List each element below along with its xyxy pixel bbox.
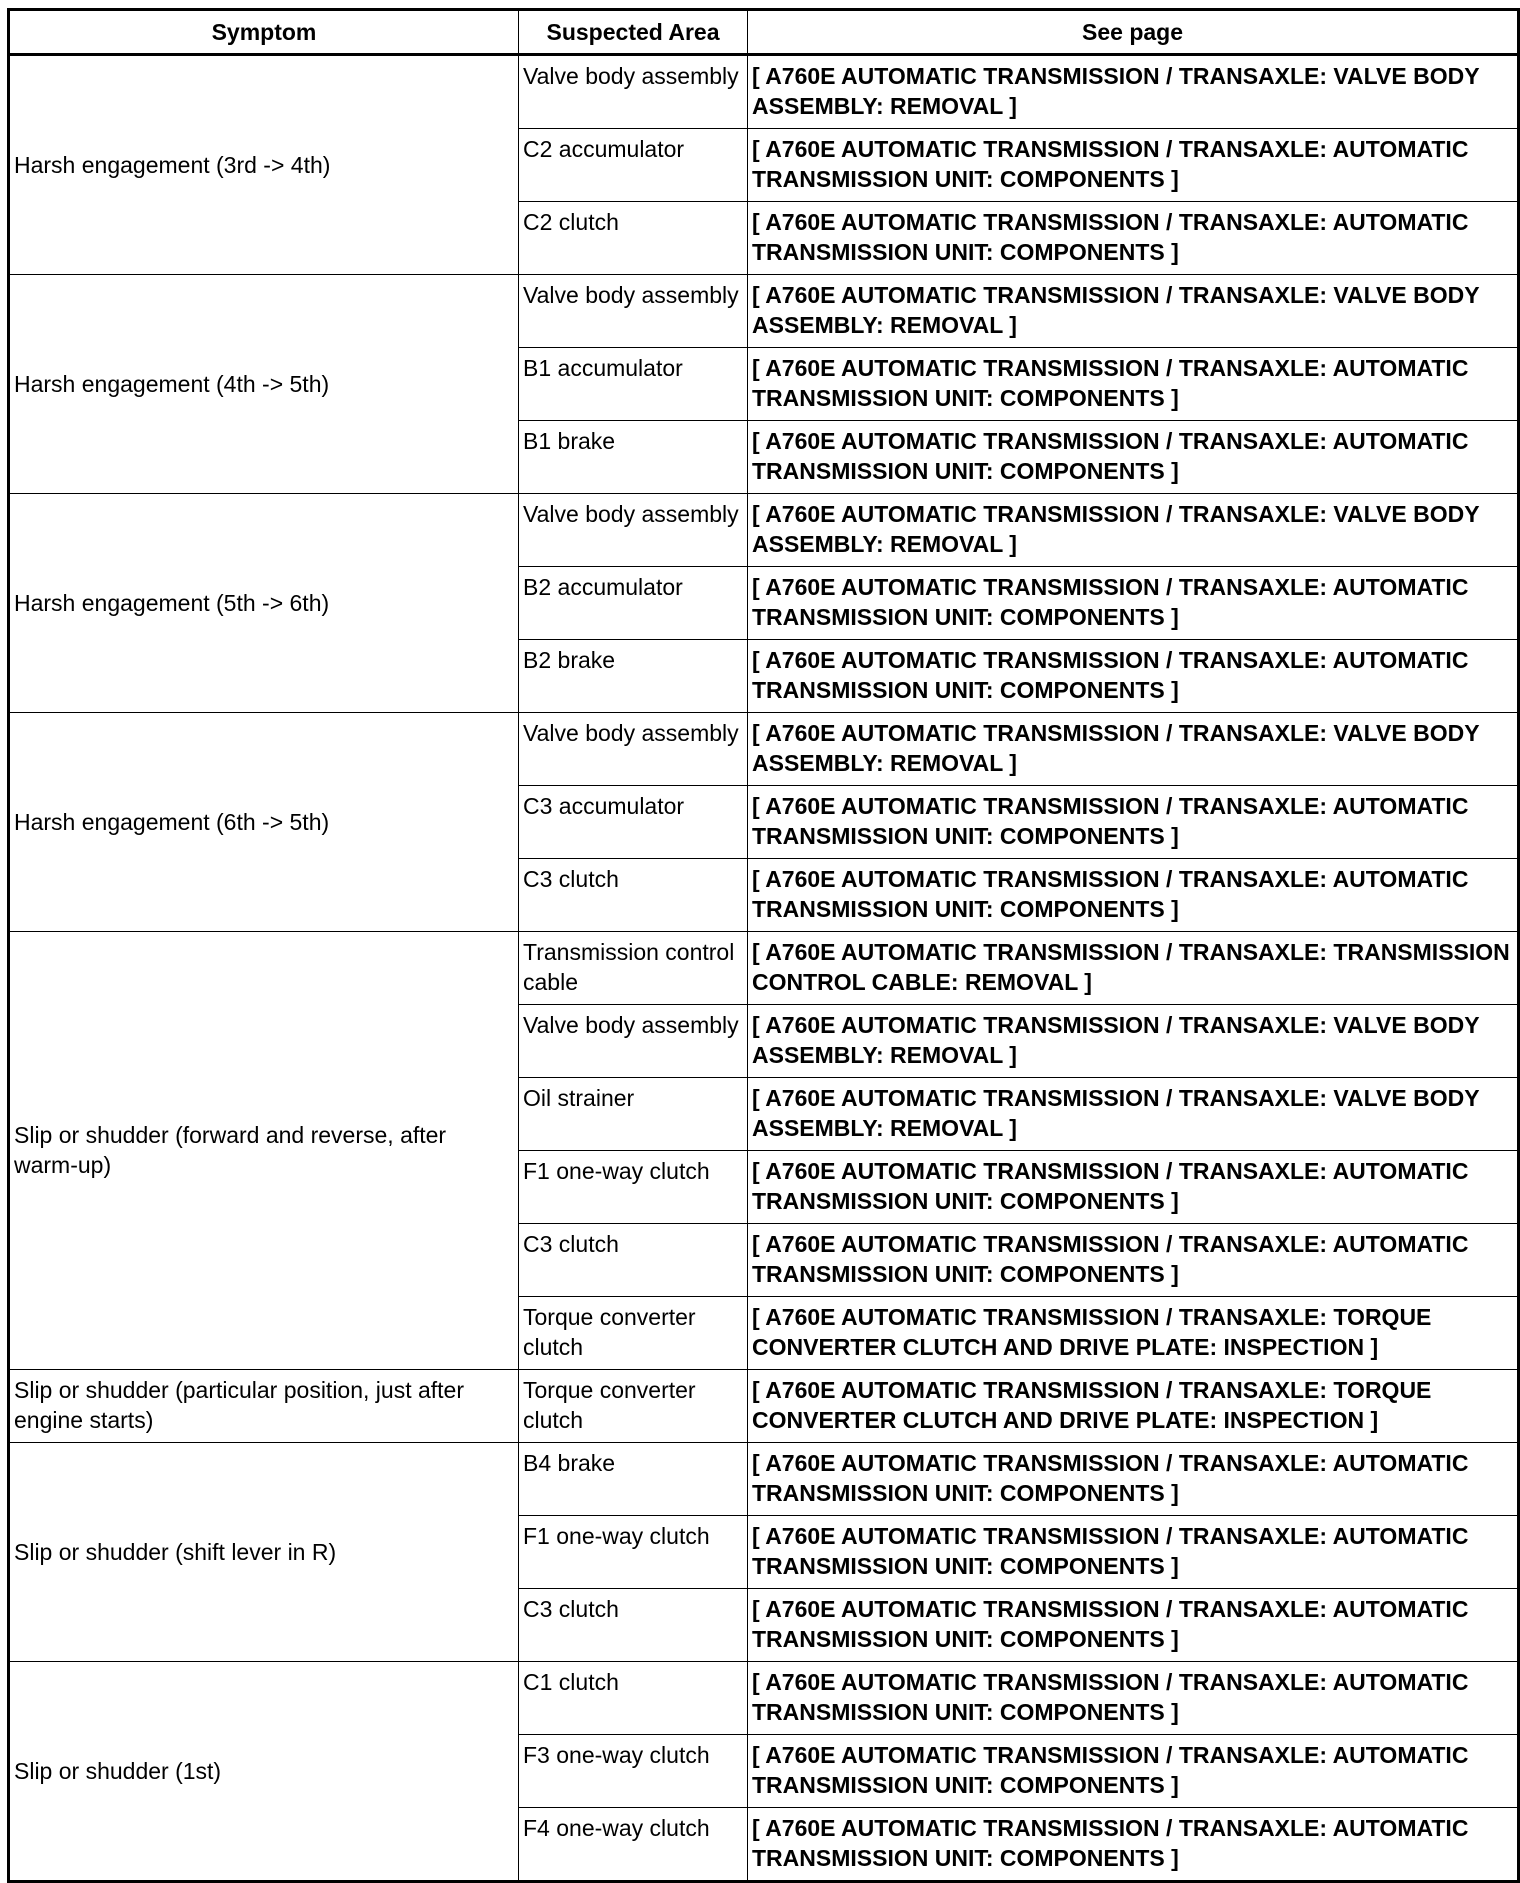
see-page-link[interactable]: [ A760E AUTOMATIC TRANSMISSION / TRANSAX…	[747, 566, 1519, 640]
suspected-area-cell: Torque converter clutch	[518, 1296, 748, 1370]
suspected-area-cell: Oil strainer	[518, 1077, 748, 1151]
see-page-link[interactable]: [ A760E AUTOMATIC TRANSMISSION / TRANSAX…	[747, 347, 1519, 421]
see-page-link[interactable]: [ A760E AUTOMATIC TRANSMISSION / TRANSAX…	[747, 639, 1519, 713]
suspected-area-cell: B1 accumulator	[518, 347, 748, 421]
symptom-cell: Harsh engagement (4th -> 5th)	[8, 274, 519, 494]
table-row: C3 clutch[ A760E AUTOMATIC TRANSMISSION …	[9, 1223, 1519, 1297]
see-page-link[interactable]: [ A760E AUTOMATIC TRANSMISSION / TRANSAX…	[747, 1588, 1519, 1662]
table-row: Harsh engagement (4th -> 5th) Valve body …	[8, 274, 1519, 494]
suspected-area-cell: C3 accumulator	[518, 785, 748, 859]
table-row: Oil strainer[ A760E AUTOMATIC TRANSMISSI…	[9, 1077, 1519, 1151]
see-page-link[interactable]: [ A760E AUTOMATIC TRANSMISSION / TRANSAX…	[747, 54, 1519, 129]
header-row: Symptom Suspected Area See page	[8, 9, 1519, 56]
suspected-area-cell: F3 one-way clutch	[518, 1734, 748, 1808]
suspected-area-cell: C2 clutch	[518, 201, 748, 275]
table-row: C3 accumulator[ A760E AUTOMATIC TRANSMIS…	[9, 785, 1519, 859]
suspected-area-cell: F1 one-way clutch	[518, 1150, 748, 1224]
suspected-area-cell: B2 accumulator	[518, 566, 748, 640]
suspected-area-cell: B4 brake	[518, 1442, 748, 1516]
suspected-area-cell: B2 brake	[518, 639, 748, 713]
table-row: Harsh engagement (6th -> 5th) Valve body …	[8, 712, 1519, 932]
see-page-link[interactable]: [ A760E AUTOMATIC TRANSMISSION / TRANSAX…	[747, 712, 1519, 786]
see-page-link[interactable]: [ A760E AUTOMATIC TRANSMISSION / TRANSAX…	[747, 1077, 1519, 1151]
suspected-area-cell: Valve body assembly	[518, 274, 748, 348]
see-page-link[interactable]: [ A760E AUTOMATIC TRANSMISSION / TRANSAX…	[747, 1004, 1519, 1078]
table-row: B1 accumulator[ A760E AUTOMATIC TRANSMIS…	[9, 347, 1519, 421]
table-row: C3 clutch[ A760E AUTOMATIC TRANSMISSION …	[9, 858, 1519, 932]
table-row: Slip or shudder (shift lever in R) B4 bra…	[8, 1442, 1519, 1662]
suspected-area-cell: C3 clutch	[518, 1588, 748, 1662]
table-row: B2 brake[ A760E AUTOMATIC TRANSMISSION /…	[9, 639, 1519, 713]
table-row: Slip or shudder (forward and reverse, af…	[8, 931, 1519, 1370]
see-page-link[interactable]: [ A760E AUTOMATIC TRANSMISSION / TRANSAX…	[747, 1369, 1519, 1443]
suspected-area-cell: Valve body assembly	[518, 54, 748, 129]
table-row: Slip or shudder (1st) C1 clutch[ A760E AU…	[8, 1661, 1519, 1882]
table-row: B1 brake[ A760E AUTOMATIC TRANSMISSION /…	[9, 420, 1519, 494]
see-page-link[interactable]: [ A760E AUTOMATIC TRANSMISSION / TRANSAX…	[747, 1296, 1519, 1370]
see-page-link[interactable]: [ A760E AUTOMATIC TRANSMISSION / TRANSAX…	[747, 1661, 1519, 1735]
suspected-area-cell: C2 accumulator	[518, 128, 748, 202]
table-row: C2 clutch[ A760E AUTOMATIC TRANSMISSION …	[9, 201, 1519, 275]
see-page-link[interactable]: [ A760E AUTOMATIC TRANSMISSION / TRANSAX…	[747, 1223, 1519, 1297]
table-row: Torque converter clutch[ A760E AUTOMATIC…	[9, 1296, 1519, 1370]
symptom-cell: Harsh engagement (3rd -> 4th)	[8, 54, 519, 275]
suspected-area-cell: Valve body assembly	[518, 712, 748, 786]
table-row: Harsh engagement (3rd -> 4th) Valve body …	[8, 54, 1519, 275]
table-row: F1 one-way clutch[ A760E AUTOMATIC TRANS…	[9, 1515, 1519, 1589]
see-page-link[interactable]: [ A760E AUTOMATIC TRANSMISSION / TRANSAX…	[747, 858, 1519, 932]
symptom-cell: Slip or shudder (shift lever in R)	[8, 1442, 519, 1662]
suspected-area-cell: C3 clutch	[518, 1223, 748, 1297]
symptom-cell: Slip or shudder (1st)	[8, 1661, 519, 1882]
see-page-link[interactable]: [ A760E AUTOMATIC TRANSMISSION / TRANSAX…	[747, 493, 1519, 567]
symptom-cell: Harsh engagement (6th -> 5th)	[8, 712, 519, 932]
see-page-link[interactable]: [ A760E AUTOMATIC TRANSMISSION / TRANSAX…	[747, 274, 1519, 348]
suspected-area-cell: C1 clutch	[518, 1661, 748, 1735]
see-page-link[interactable]: [ A760E AUTOMATIC TRANSMISSION / TRANSAX…	[747, 1442, 1519, 1516]
symptom-cell: Harsh engagement (5th -> 6th)	[8, 493, 519, 713]
suspected-area-cell: B1 brake	[518, 420, 748, 494]
symptom-table: Symptom Suspected Area See page Harsh en…	[7, 8, 1520, 1883]
suspected-area-cell: Valve body assembly	[518, 493, 748, 567]
see-page-link[interactable]: [ A760E AUTOMATIC TRANSMISSION / TRANSAX…	[747, 1734, 1519, 1808]
table-row: Valve body assembly[ A760E AUTOMATIC TRA…	[9, 1004, 1519, 1078]
suspected-area-cell: Valve body assembly	[518, 1004, 748, 1078]
suspected-area-cell: C3 clutch	[518, 858, 748, 932]
suspected-area-cell: F4 one-way clutch	[518, 1807, 748, 1882]
table-row: B2 accumulator[ A760E AUTOMATIC TRANSMIS…	[9, 566, 1519, 640]
see-page-link[interactable]: [ A760E AUTOMATIC TRANSMISSION / TRANSAX…	[747, 128, 1519, 202]
suspected-area-cell: Transmission control cable	[518, 931, 748, 1005]
see-page-link[interactable]: [ A760E AUTOMATIC TRANSMISSION / TRANSAX…	[747, 201, 1519, 275]
see-page-link[interactable]: [ A760E AUTOMATIC TRANSMISSION / TRANSAX…	[747, 420, 1519, 494]
see-page-link[interactable]: [ A760E AUTOMATIC TRANSMISSION / TRANSAX…	[747, 1150, 1519, 1224]
header-see-page: See page	[747, 9, 1519, 56]
header-symptom: Symptom	[8, 9, 519, 56]
see-page-link[interactable]: [ A760E AUTOMATIC TRANSMISSION / TRANSAX…	[747, 785, 1519, 859]
see-page-link[interactable]: [ A760E AUTOMATIC TRANSMISSION / TRANSAX…	[747, 1515, 1519, 1589]
symptom-cell: Slip or shudder (forward and reverse, af…	[8, 931, 519, 1370]
table-row: F3 one-way clutch[ A760E AUTOMATIC TRANS…	[9, 1734, 1519, 1808]
see-page-link[interactable]: [ A760E AUTOMATIC TRANSMISSION / TRANSAX…	[747, 931, 1519, 1005]
suspected-area-cell: F1 one-way clutch	[518, 1515, 748, 1589]
suspected-area-cell: Torque converter clutch	[518, 1369, 748, 1443]
header-suspected-area: Suspected Area	[518, 9, 748, 56]
table-row: Harsh engagement (5th -> 6th) Valve body …	[8, 493, 1519, 713]
see-page-link[interactable]: [ A760E AUTOMATIC TRANSMISSION / TRANSAX…	[747, 1807, 1519, 1882]
symptom-cell: Slip or shudder (particular position, ju…	[8, 1369, 519, 1443]
table-row: Slip or shudder (particular position, ju…	[8, 1369, 1519, 1443]
table-row: C2 accumulator[ A760E AUTOMATIC TRANSMIS…	[9, 128, 1519, 202]
